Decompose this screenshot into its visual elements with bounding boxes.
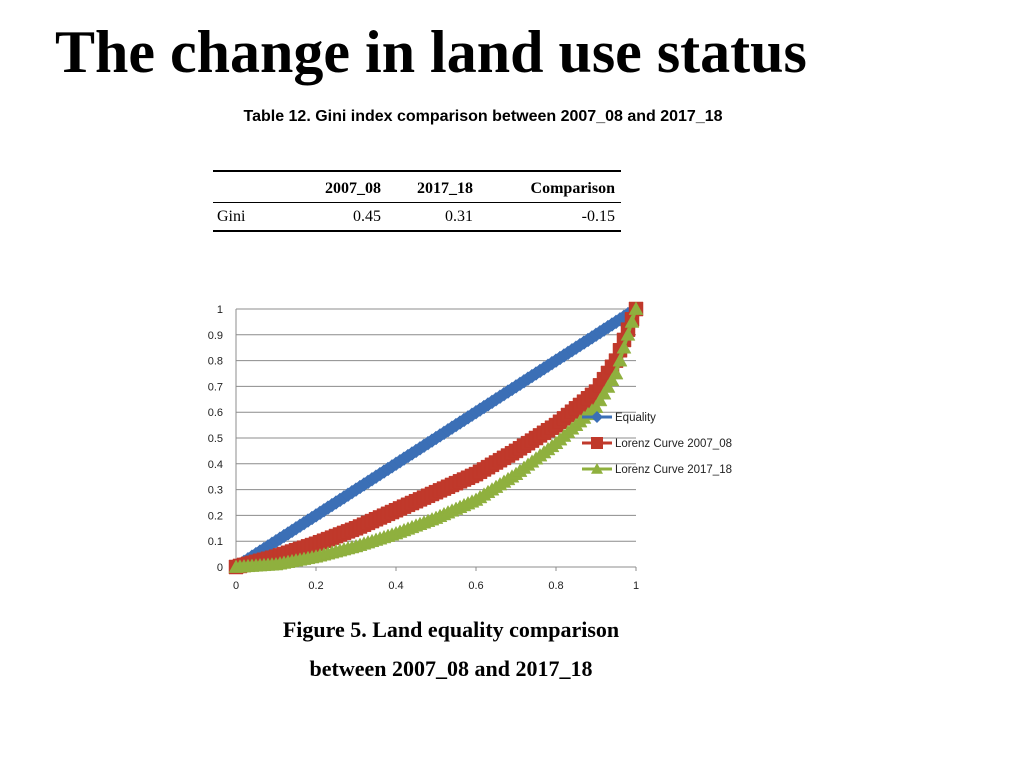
- figure-caption-line2: between 2007_08 and 2017_18: [309, 656, 593, 681]
- table-header-cell: Comparison: [479, 171, 621, 203]
- y-tick-label: 0.9: [208, 330, 223, 342]
- y-tick-label: 0.4: [208, 459, 223, 471]
- data-point: [596, 386, 612, 400]
- table-row: Gini 0.45 0.31 -0.15: [213, 203, 621, 232]
- figure-caption: Figure 5. Land equality comparison betwe…: [0, 610, 902, 688]
- y-tick-label: 0: [217, 562, 223, 574]
- legend-marker: [591, 437, 603, 449]
- y-tick-label: 0.8: [208, 356, 223, 368]
- x-tick-label: 0: [233, 580, 239, 592]
- y-tick-label: 0.3: [208, 485, 223, 497]
- data-point: [616, 340, 632, 354]
- table-cell: 0.31: [445, 208, 473, 225]
- data-point: [612, 353, 628, 367]
- table-cell: Gini: [217, 208, 246, 225]
- figure-caption-line1: Figure 5. Land equality comparison: [282, 617, 620, 642]
- data-point: [600, 379, 616, 393]
- table-header-cell: 2007_08: [285, 171, 387, 203]
- gini-table: 2007_08 2017_18 Comparison Gini 0.45 0.3…: [213, 170, 621, 232]
- legend-label: Equality: [615, 412, 656, 424]
- x-tick-label: 0.4: [388, 580, 403, 592]
- table-header-cell: 2017_18: [387, 171, 479, 203]
- series-2: [228, 301, 644, 575]
- y-tick-label: 0.2: [208, 510, 223, 522]
- legend-marker: [591, 411, 603, 423]
- table-header-row: 2007_08 2017_18 Comparison: [213, 171, 621, 203]
- data-point: [620, 327, 636, 341]
- y-tick-label: 0.7: [208, 381, 223, 393]
- x-tick-label: 1: [633, 580, 639, 592]
- slide-title: The change in land use status: [55, 19, 807, 85]
- legend-label: Lorenz Curve 2007_08: [615, 438, 732, 450]
- y-tick-label: 0.1: [208, 536, 223, 548]
- data-point: [604, 372, 620, 387]
- table-header-cell: [213, 171, 285, 203]
- x-tick-label: 0.8: [548, 580, 563, 592]
- table-cell: -0.15: [581, 208, 615, 225]
- data-point: [624, 314, 640, 328]
- data-point: [628, 301, 644, 315]
- y-tick-label: 0.5: [208, 433, 223, 445]
- y-tick-label: 0.6: [208, 407, 223, 419]
- lorenz-chart: 0 0.1 0.2 0.3 0.4 0.5 0.6 0.7 0.8 0.9 1 0 0.2 0.4 0.6 0…: [208, 301, 732, 592]
- table-caption: Table 12. Gini index comparison between …: [243, 108, 723, 125]
- legend-label: Lorenz Curve 2017_18: [615, 464, 732, 476]
- data-point: [592, 392, 608, 407]
- x-tick-label: 0.2: [308, 580, 323, 592]
- y-tick-label: 1: [217, 304, 223, 316]
- legend-marker: [591, 463, 603, 474]
- table-cell: 0.45: [353, 208, 381, 225]
- x-tick-label: 0.6: [468, 580, 483, 592]
- data-point: [608, 365, 624, 380]
- series-3: [228, 301, 644, 573]
